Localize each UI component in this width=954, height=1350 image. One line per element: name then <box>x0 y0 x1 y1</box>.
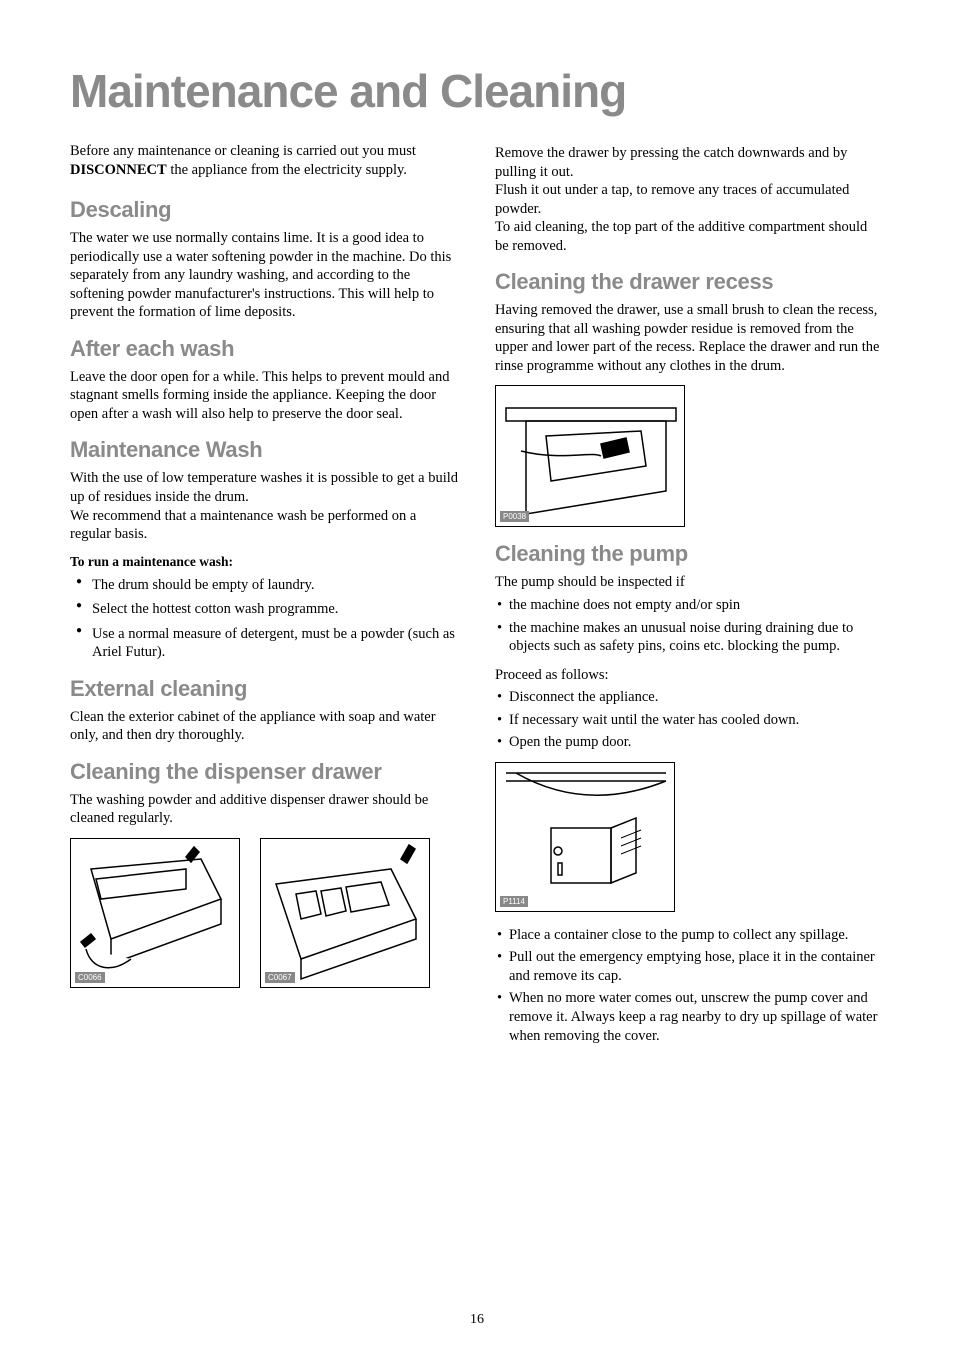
descaling-text: The water we use normally contains lime.… <box>70 229 459 322</box>
figure-label: P0038 <box>500 511 529 522</box>
drawer-remove-icon <box>71 839 241 989</box>
heading-maintenance-wash: Maintenance Wash <box>70 437 459 463</box>
heading-recess: Cleaning the drawer recess <box>495 269 884 295</box>
after-wash-text: Leave the door open for a while. This he… <box>70 368 459 424</box>
figure-drawer-remove: C0066 <box>70 838 240 988</box>
list-item: the machine does not empty and/or spin <box>495 596 884 615</box>
pump-conditions-list: the machine does not empty and/or spin t… <box>495 596 884 656</box>
pump-door-icon <box>496 763 676 913</box>
intro-bold: DISCONNECT <box>70 162 167 178</box>
intro-text-2: the appliance from the electricity suppl… <box>167 162 407 178</box>
list-item: Place a container close to the pump to c… <box>495 926 884 945</box>
maintenance-wash-text: With the use of low temperature washes i… <box>70 469 459 543</box>
page-number: 16 <box>0 1312 954 1328</box>
recess-brush-icon <box>496 386 686 528</box>
pump-proceed: Proceed as follows: <box>495 666 884 685</box>
list-item: Select the hottest cotton wash programme… <box>72 600 459 619</box>
list-item: Open the pump door. <box>495 733 884 752</box>
maintenance-run-label: To run a maintenance wash: <box>70 554 459 570</box>
pump-steps2-list: Place a container close to the pump to c… <box>495 926 884 1045</box>
external-text: Clean the exterior cabinet of the applia… <box>70 708 459 745</box>
intro-paragraph: Before any maintenance or cleaning is ca… <box>70 142 459 179</box>
list-item: If necessary wait until the water has co… <box>495 711 884 730</box>
figure-label: P1114 <box>500 896 528 907</box>
list-item: the machine makes an unusual noise durin… <box>495 619 884 656</box>
intro-text-1: Before any maintenance or cleaning is ca… <box>70 143 416 159</box>
heading-after-wash: After each wash <box>70 336 459 362</box>
pump-steps1-list: Disconnect the appliance. If necessary w… <box>495 688 884 752</box>
pump-intro: The pump should be inspected if <box>495 573 884 592</box>
recess-text: Having removed the drawer, use a small b… <box>495 301 884 375</box>
heading-descaling: Descaling <box>70 197 459 223</box>
right-top-text: Remove the drawer by pressing the catch … <box>495 144 884 255</box>
list-item: The drum should be empty of laundry. <box>72 576 459 595</box>
dispenser-figures: C0066 C0067 <box>70 838 459 988</box>
left-column: Before any maintenance or cleaning is ca… <box>70 142 459 1055</box>
right-column: Remove the drawer by pressing the catch … <box>495 142 884 1055</box>
heading-pump: Cleaning the pump <box>495 541 884 567</box>
figure-recess: P0038 <box>495 385 685 527</box>
heading-dispenser: Cleaning the dispenser drawer <box>70 759 459 785</box>
maintenance-steps-list: The drum should be empty of laundry. Sel… <box>72 576 459 662</box>
content-columns: Before any maintenance or cleaning is ca… <box>70 142 884 1055</box>
dispenser-text: The washing powder and additive dispense… <box>70 791 459 828</box>
list-item: When no more water comes out, unscrew th… <box>495 989 884 1045</box>
figure-label: C0066 <box>75 972 105 983</box>
figure-drawer-insert: C0067 <box>260 838 430 988</box>
page-title: Maintenance and Cleaning <box>70 64 884 118</box>
list-item: Disconnect the appliance. <box>495 688 884 707</box>
drawer-insert-icon <box>261 839 431 989</box>
list-item: Use a normal measure of detergent, must … <box>72 625 459 662</box>
list-item: Pull out the emergency emptying hose, pl… <box>495 948 884 985</box>
figure-label: C0067 <box>265 972 295 983</box>
figure-pump-door: P1114 <box>495 762 675 912</box>
heading-external: External cleaning <box>70 676 459 702</box>
